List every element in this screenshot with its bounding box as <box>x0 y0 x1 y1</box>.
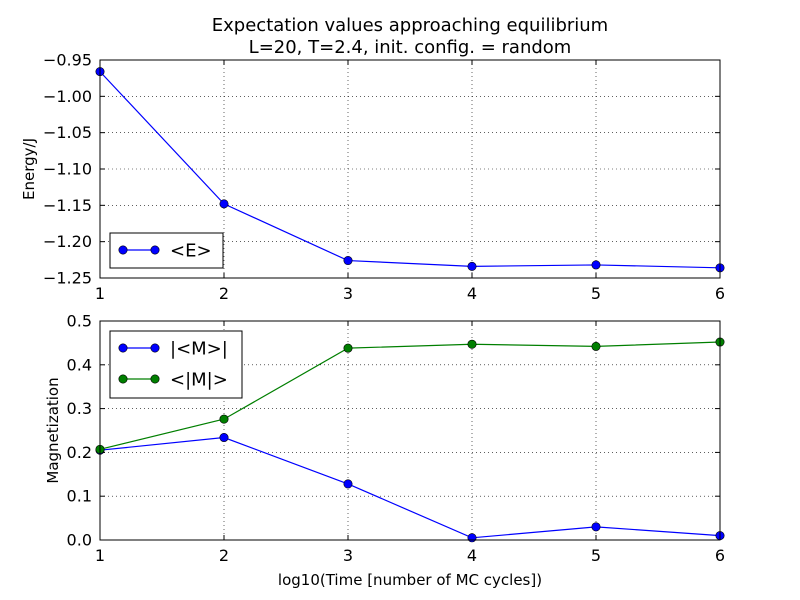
energy-y-tick-label-3: −1.10 <box>43 160 92 179</box>
energy-legend: <E> <box>109 232 224 269</box>
magnetization-legend-label-1: <|M|> <box>170 370 228 391</box>
magnetization-x-tick-label-2: 3 <box>343 546 353 565</box>
energy-x-tick-label-3: 4 <box>467 284 477 303</box>
magnetization-x-tick-label-5: 6 <box>715 546 725 565</box>
energy-y-tick-label-4: −1.05 <box>43 123 92 142</box>
magnetization-series-1-point-2 <box>343 343 353 353</box>
magnetization-x-tick-label-1: 2 <box>219 546 229 565</box>
x-axis-label: log10(Time [number of MC cycles]) <box>278 571 542 589</box>
magnetization-plot: 1 2 3 4 5 6 0.0 0.1 0.2 0.3 0.4 0.5 Magnetization |<M… <box>44 312 725 566</box>
magnetization-series-1-point-4 <box>591 341 601 351</box>
energy-axes-frame <box>99 59 721 279</box>
energy-series-0-point-4 <box>591 260 601 270</box>
magnetization-axes-frame <box>99 320 721 541</box>
energy-x-tick-label-5: 6 <box>715 284 725 303</box>
magnetization-legend-marker-right-1 <box>150 374 160 384</box>
magnetization-series-1-point-1 <box>219 414 229 424</box>
magnetization-series-line-0 <box>99 436 721 539</box>
magnetization-x-tick-label-3: 4 <box>467 546 477 565</box>
energy-series-0-point-1 <box>219 199 229 209</box>
magnetization-legend-marker-left-1 <box>118 374 128 384</box>
magnetization-series-0-point-2 <box>343 479 353 489</box>
magnetization-x-tick-label-4: 5 <box>591 546 601 565</box>
magnetization-legend-box <box>109 330 243 399</box>
magnetization-legend-label-0: |<M>| <box>170 339 228 360</box>
energy-series-line-0 <box>99 71 721 269</box>
magnetization-y-tick-label-4: 0.4 <box>67 355 92 374</box>
magnetization-y-tick-label-2: 0.2 <box>67 443 92 462</box>
energy-series-0-point-3 <box>467 261 477 271</box>
energy-x-tick-label-4: 5 <box>591 284 601 303</box>
magnetization-series-0-point-1 <box>219 433 229 443</box>
magnetization-y-tick-label-5: 0.5 <box>67 312 92 331</box>
chart-title-line1: Expectation values approaching equilibri… <box>212 15 608 36</box>
magnetization-series-1-point-3 <box>467 339 477 349</box>
energy-y-tick-label-5: −1.00 <box>43 87 92 106</box>
energy-series-0-point-2 <box>343 256 353 266</box>
chart-title-line2: L=20, T=2.4, init. config. = random <box>249 37 572 58</box>
energy-y-tick-label-0: −1.25 <box>43 269 92 288</box>
energy-plot: 1 2 3 4 5 6 −1.25 −1.20 −1.15 −1.10 −1.05 −1.00 −0.9… <box>20 51 725 304</box>
energy-y-tick-label-2: −1.15 <box>43 196 92 215</box>
energy-x-tick-label-1: 2 <box>219 284 229 303</box>
energy-x-tick-label-2: 3 <box>343 284 353 303</box>
energy-y-tick-label-1: −1.20 <box>43 232 92 251</box>
magnetization-series-0-point-4 <box>591 522 601 532</box>
magnetization-series-line-1 <box>99 341 721 450</box>
magnetization-x-tick-label-0: 1 <box>95 546 105 565</box>
energy-legend-marker-left-0 <box>118 245 128 255</box>
magnetization-legend: |<M>| <|M|> <box>109 330 243 399</box>
magnetization-legend-marker-left-0 <box>118 343 128 353</box>
energy-legend-marker-right-0 <box>150 245 160 255</box>
magnetization-y-axis-label: Magnetization <box>44 377 62 483</box>
magnetization-y-tick-label-0: 0.0 <box>67 531 92 550</box>
energy-y-axis-label: Energy/J <box>20 138 38 200</box>
magnetization-legend-marker-right-0 <box>150 343 160 353</box>
magnetization-series-0-point-3 <box>467 533 477 543</box>
magnetization-y-tick-label-1: 0.1 <box>67 487 92 506</box>
energy-legend-label-0: <E> <box>170 241 212 262</box>
energy-y-tick-label-6: −0.95 <box>43 51 92 70</box>
magnetization-y-tick-label-3: 0.3 <box>67 399 92 418</box>
energy-x-tick-label-0: 1 <box>95 284 105 303</box>
